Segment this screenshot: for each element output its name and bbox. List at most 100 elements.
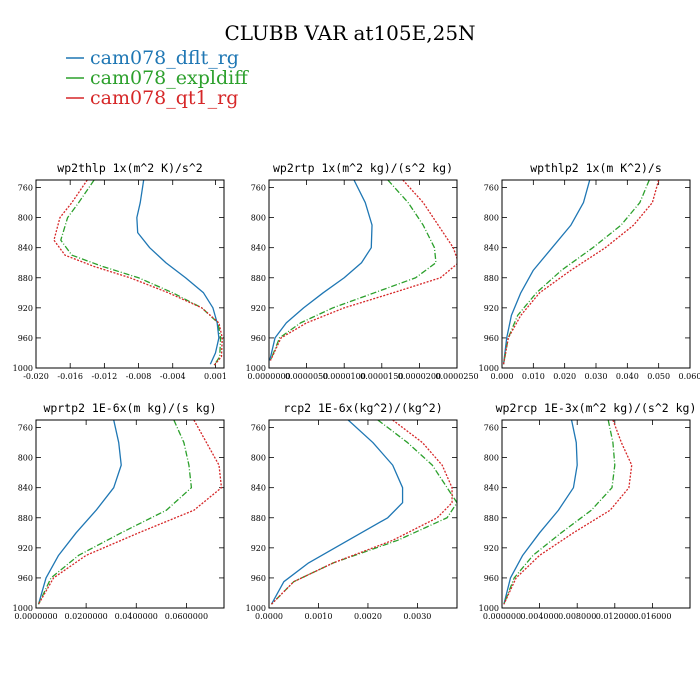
panel-title: wp2rcp 1E-3x(m^2 kg)/(s^2 kg) [496,401,697,415]
y-tick-label: 1000 [479,364,499,373]
plot-frame [501,179,691,369]
x-tick-label: 0.004000 [521,612,559,621]
panel-title: rcp2 1E-6x(kg^2)/(kg^2) [283,401,442,415]
y-tick-label: 840 [484,484,499,493]
x-tick-label: 0.0020 [354,612,382,621]
y-tick-label: 920 [18,544,33,553]
x-tick-label: 0.012000 [596,612,634,621]
series-line-1 [37,420,193,605]
x-tick-label: 0.0000050 [285,372,328,381]
x-tick-label: 0.0000000 [247,372,290,381]
legend-item: cam078_expldiff [66,67,249,89]
x-tick-label: -0.004 [160,372,186,381]
legend-label-2: cam078_qt1_rg [90,87,238,109]
series-line-1 [502,180,650,365]
x-tick-label: 0.0030 [403,612,431,621]
chart-panel-3: wprtp2 1E-6x(m kg)/(s kg) 0.0000000 0.0200… [13,401,225,621]
x-tick-label: 0.0400000 [115,612,158,621]
y-tick-label: 1000 [246,604,266,613]
y-tick-label: 800 [18,454,33,463]
chart-panel-0: wp2thlp 1x(m^2 K)/s^2-0.020 -0.016 -0.012-… [13,161,227,381]
x-tick-label: 0.0600000 [165,612,208,621]
chart-panel-5: wp2rcp 1E-3x(m^2 kg)/(s^2 kg)0.000000 0.0… [479,401,697,621]
x-tick-label: -0.016 [57,372,83,381]
y-tick-label: 960 [18,574,33,583]
x-tick-label: 0.0000150 [360,372,403,381]
legend-label-1: cam078_expldiff [90,67,249,89]
x-tick-label: 0.040 [616,372,639,381]
x-tick-label: -0.008 [126,372,152,381]
y-tick-label: 960 [251,574,266,583]
y-tick-label: 760 [251,184,266,193]
y-tick-label: 800 [484,454,499,463]
x-tick-label: 0.001 [204,372,227,381]
x-tick-label: 0.010 [522,372,545,381]
x-tick-label: 0.030 [585,372,608,381]
x-tick-label: -0.020 [23,372,49,381]
series-line-0 [270,420,404,605]
y-tick-label: 920 [251,304,266,313]
y-tick-label: 880 [18,274,33,283]
y-tick-label: 1000 [13,604,33,613]
plot-frame [501,419,691,609]
series-line-2 [37,420,223,605]
series-line-1 [269,180,437,361]
series-line-0 [37,420,122,605]
y-tick-label: 760 [18,184,33,193]
x-tick-label: 0.0000 [255,612,283,621]
y-tick-label: 920 [18,304,33,313]
panel-title: wpthlp2 1x(m K^2)/s [530,161,662,175]
y-tick-label: 800 [484,214,499,223]
x-tick-label: 0.008000 [558,612,596,621]
y-tick-label: 880 [484,514,499,523]
y-tick-label: 920 [251,544,266,553]
y-tick-label: 960 [251,334,266,343]
y-tick-label: 880 [251,274,266,283]
series-line-1 [271,420,457,605]
y-tick-label: 880 [251,514,266,523]
y-tick-label: 760 [484,184,499,193]
x-tick-label: 0.060 [679,372,700,381]
series-line-2 [502,180,660,365]
y-tick-label: 920 [484,304,499,313]
panel-title: wp2rtp 1x(m^2 kg)/(s^2 kg) [273,161,453,175]
chart-panel-1: wp2rtp 1x(m^2 kg)/(s^2 kg)0.00000000.000… [246,161,479,381]
figure-title: CLUBB VAR at105E,25N [224,21,475,45]
x-tick-label: 0.0000200 [398,372,441,381]
y-tick-label: 1000 [479,604,499,613]
plot-frame [268,179,458,369]
plot-frame [35,419,225,609]
x-tick-label: 0.016000 [633,612,671,621]
x-tick-label: 0.050 [647,372,670,381]
panels: wp2thlp 1x(m^2 K)/s^2-0.020 -0.016 -0.012-… [13,161,700,621]
y-tick-label: 760 [18,424,33,433]
x-tick-label: 0.0000250 [435,372,478,381]
chart-panel-2: wpthlp2 1x(m K^2)/s 0.000 0.010 0.020 0.030 0… [479,161,700,381]
series-line-2 [503,420,633,605]
y-tick-label: 880 [18,514,33,523]
y-tick-label: 840 [18,484,33,493]
y-tick-label: 960 [484,334,499,343]
legend-label-0: cam078_dflt_rg [90,47,239,69]
series-line-0 [136,180,220,365]
x-tick-label: 0.000000 [483,612,521,621]
y-tick-label: 800 [251,454,266,463]
legend: cam078_dflt_rg cam078_expldiff cam078_qt… [66,47,249,109]
y-tick-label: 800 [251,214,266,223]
y-tick-label: 840 [251,244,266,253]
series-line-2 [53,180,223,367]
chart-panel-4: rcp2 1E-6x(kg^2)/(kg^2) 0.0000 0.0010 0.002… [246,401,458,621]
legend-item: cam078_qt1_rg [66,87,238,109]
panel-title: wp2thlp 1x(m^2 K)/s^2 [57,161,202,175]
y-tick-label: 760 [484,424,499,433]
y-tick-label: 1000 [246,364,266,373]
y-tick-label: 880 [484,274,499,283]
y-tick-label: 760 [251,424,266,433]
series-line-2 [271,420,453,605]
y-tick-label: 840 [484,244,499,253]
y-tick-label: 920 [484,544,499,553]
y-tick-label: 840 [251,484,266,493]
y-tick-label: 960 [484,574,499,583]
x-tick-label: 0.0200000 [65,612,108,621]
